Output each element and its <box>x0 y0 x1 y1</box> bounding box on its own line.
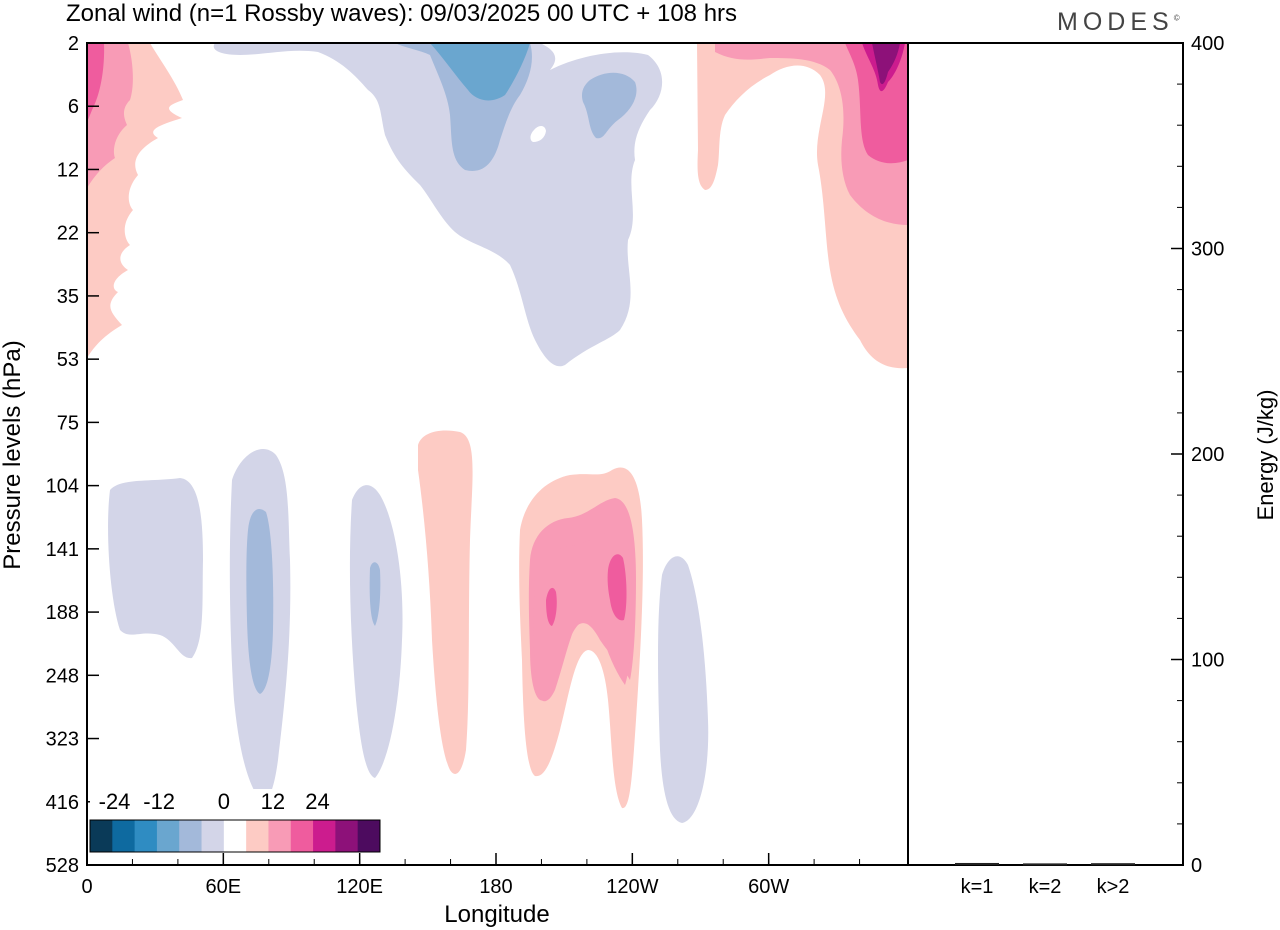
y-tick-label: 75 <box>57 412 79 434</box>
contour-pos18-upper-left <box>87 43 105 122</box>
energy-panel-frame <box>907 42 1184 866</box>
colorbar-swatch <box>313 820 336 852</box>
y-tick-label: 53 <box>57 349 79 371</box>
energy-tick-label: 300 <box>1191 239 1224 261</box>
colorbar-swatch <box>112 820 136 852</box>
colorbar-swatch <box>335 820 359 852</box>
x-tick-label: 60W <box>748 876 789 898</box>
y-tick-label: 104 <box>46 476 79 498</box>
colorbar-swatch <box>223 820 247 852</box>
x-tick-label: 60E <box>206 876 242 898</box>
colorbar-swatch <box>134 820 158 852</box>
colorbar-swatch <box>290 820 314 852</box>
colorbar-swatch <box>156 820 180 852</box>
colorbar-label: 0 <box>218 789 230 814</box>
contour-neg6-lower-a <box>108 478 203 659</box>
y-tick-label: 2 <box>68 33 79 55</box>
x-axis-ticks: 0 60E 120E 180 120W 60W <box>81 853 861 898</box>
y-tick-label: 188 <box>46 602 79 624</box>
x-tick-label: 180 <box>479 876 512 898</box>
x-tick-label: 0 <box>81 876 92 898</box>
y-axis-ticks: 2 6 12 22 35 53 75 104 141 188 248 323 416 528 <box>46 33 99 877</box>
contour-pos30-upper-right <box>872 43 900 85</box>
energy-bars: k=1 k=2 k>2 <box>955 862 1135 898</box>
contour-neg12-lower-b <box>246 509 274 694</box>
x-tick-label: 120E <box>336 876 383 898</box>
energy-category-label: k>2 <box>1097 876 1130 898</box>
contour-pos18-lower-b-spot1 <box>607 554 627 621</box>
colorbar-swatch <box>246 820 269 852</box>
energy-category-label: k=1 <box>961 876 994 898</box>
y-axis-label: Pressure levels (hPa) <box>0 340 26 569</box>
contour-neg6-lower-c <box>349 485 403 778</box>
contour-pos18-lower-b-main <box>533 531 632 702</box>
colorbar: -24 -12 0 12 24 <box>89 789 381 853</box>
colorbar-swatch <box>268 820 292 852</box>
energy-tick-label: 100 <box>1191 650 1224 672</box>
y-tick-label: 323 <box>46 729 79 751</box>
energy-tick-label: 0 <box>1191 855 1202 877</box>
copyright-mark: © <box>1173 13 1180 23</box>
energy-category-label: k=2 <box>1029 876 1062 898</box>
x-tick-label: 120W <box>606 876 658 898</box>
contour-pos6-lower-a <box>418 430 473 774</box>
contour-pos18-lower-b-spot2 <box>546 587 557 626</box>
y-tick-label: 35 <box>57 286 79 308</box>
colorbar-label: 24 <box>305 789 329 814</box>
colorbar-swatch <box>179 820 203 852</box>
colorbar-swatch <box>90 820 113 852</box>
colorbar-border <box>89 819 381 853</box>
chart-title: Zonal wind (n=1 Rossby waves): 09/03/202… <box>66 0 738 27</box>
contour-neg6-upper <box>213 43 663 367</box>
energy-axis-ticks: 0 100 200 300 400 <box>1171 33 1224 877</box>
contour-neg18-upper <box>430 43 530 101</box>
colorbar-label: -24 <box>99 789 131 814</box>
energy-bar <box>955 862 999 865</box>
y-tick-label: 248 <box>46 665 79 687</box>
colorbar-swatch <box>201 820 225 852</box>
colorbar-swatch <box>357 820 381 852</box>
energy-tick-label: 400 <box>1191 33 1224 55</box>
energy-bar <box>1023 863 1067 866</box>
y-tick-label: 12 <box>57 159 79 181</box>
modes-logo: MODES© <box>1057 8 1180 36</box>
x-axis-label: Longitude <box>444 901 549 928</box>
y-tick-label: 416 <box>46 792 79 814</box>
colorbar-label: -12 <box>143 789 175 814</box>
contour-fills <box>87 43 908 823</box>
y-tick-label: 141 <box>46 539 79 561</box>
contour-white-hole <box>530 126 546 142</box>
y-tick-label: 22 <box>57 223 79 245</box>
y-tick-label: 6 <box>68 96 79 118</box>
contour-neg6-lower-d <box>658 556 709 823</box>
contour-neg12-lower-c <box>369 562 381 626</box>
energy-tick-label: 200 <box>1191 444 1224 466</box>
energy-axis-label: Energy (J/kg) <box>1253 390 1278 521</box>
energy-bar <box>1091 863 1135 866</box>
y-tick-label: 528 <box>46 855 79 877</box>
colorbar-label: 12 <box>261 789 285 814</box>
contour-neg12-upper-b <box>581 72 637 139</box>
